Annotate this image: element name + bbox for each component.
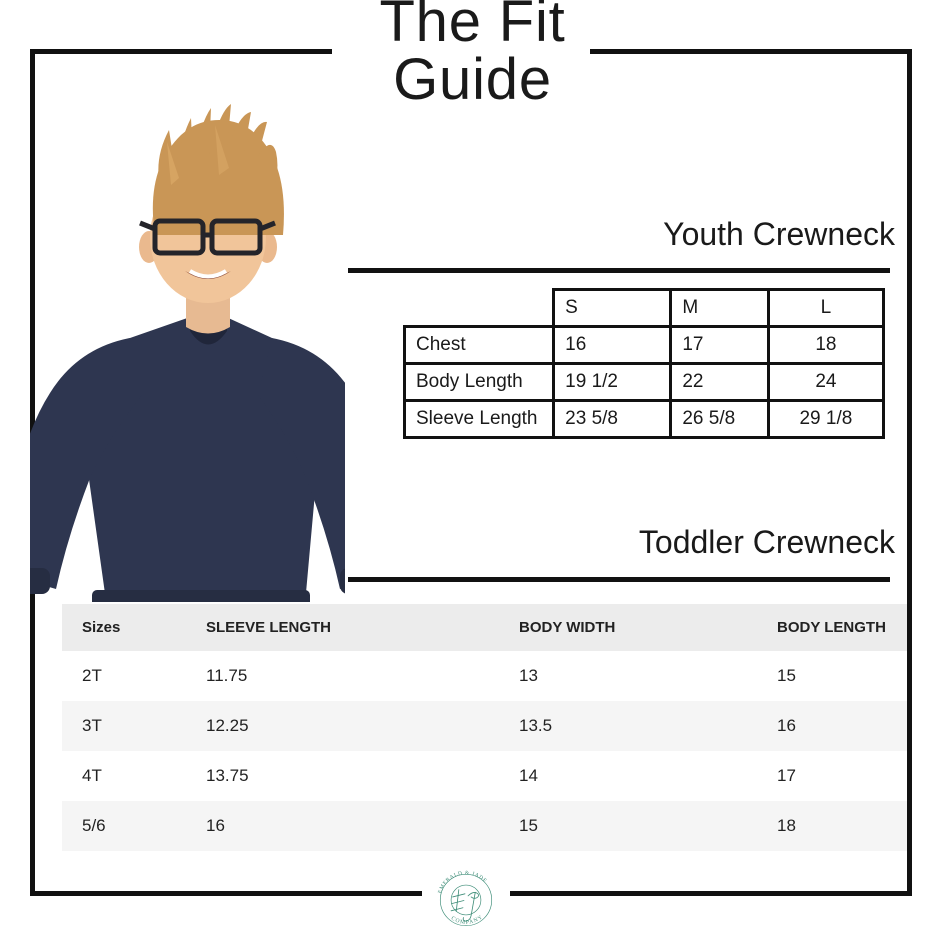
svg-text:EMERALD & JADE: EMERALD & JADE [437, 870, 488, 894]
svg-text:COMPANY: COMPANY [450, 914, 485, 926]
